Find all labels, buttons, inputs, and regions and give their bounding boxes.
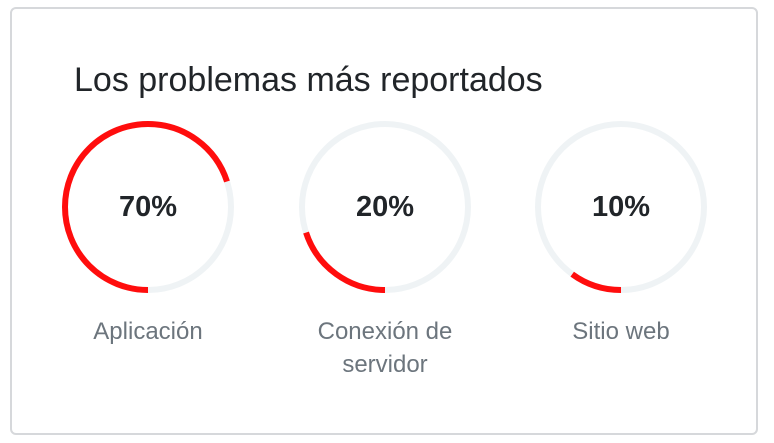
top-issues-card: Los problemas más reportados — [10, 7, 758, 435]
issue-label: Aplicación — [93, 318, 203, 345]
issue-label: Sitio web — [572, 318, 670, 345]
ring-progress-arc — [299, 121, 471, 293]
issue-item-aplicacion: 70% Aplicación — [28, 119, 268, 348]
ring-progress-arc — [62, 121, 234, 293]
percent-value: 20% — [355, 191, 415, 223]
progress-ring — [535, 121, 707, 293]
progress-ring — [299, 121, 471, 293]
issue-item-conexion: 20% Conexión de servidor — [265, 119, 505, 381]
ring-progress-arc — [535, 121, 707, 293]
card-title: Los problemas más reportados — [74, 61, 543, 99]
percent-value: 10% — [591, 191, 651, 223]
issue-label: Conexión de servidor — [317, 318, 453, 378]
issue-item-sitio-web: 10% Sitio web — [501, 119, 741, 348]
progress-ring — [62, 121, 234, 293]
percent-value: 70% — [118, 191, 178, 223]
